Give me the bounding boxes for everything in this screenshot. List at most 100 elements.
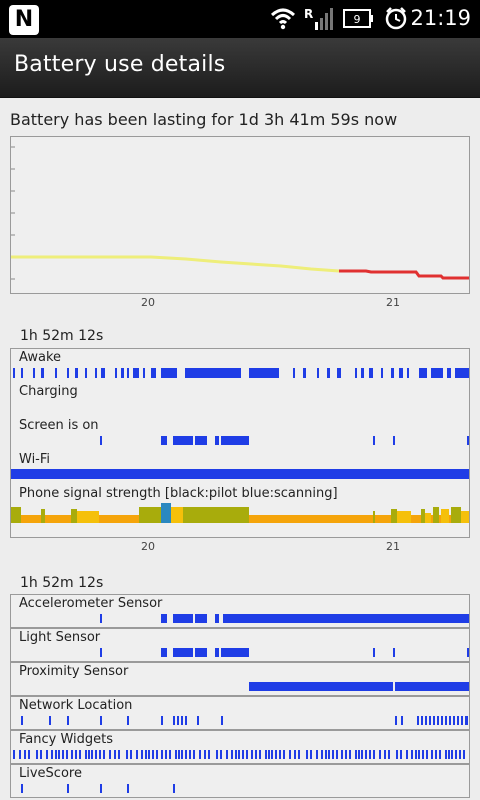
fancy-widgets-tick [242,750,244,759]
history-tick-20: 20 [141,540,155,553]
sensor-label: Network Location [19,698,133,713]
sensor-row-network-location[interactable]: Network Location [10,696,470,730]
notification-icon[interactable]: N [9,5,39,35]
fancy-widgets-tick [279,750,281,759]
sensor-label: Accelerometer Sensor [19,596,163,611]
fancy-widgets-tick [118,750,120,759]
livescore-bar [21,784,175,793]
fancy-widgets-tick [238,750,240,759]
fancy-widgets-tick [358,750,360,759]
fancy-widgets-tick [445,750,447,759]
fancy-widgets-tick [88,750,90,759]
fancy-widgets-tick [189,750,191,759]
battery-level-plot [11,146,469,280]
battery-line-low [339,269,469,280]
fancy-widgets-tick [415,750,417,759]
status-bar: N R 9 21:19 [0,0,480,38]
fancy-widgets-tick [19,750,21,759]
fancy-widgets-tick [204,750,206,759]
fancy-widgets-tick [178,750,180,759]
fancy-widgets-tick [251,750,253,759]
fancy-widgets-tick [51,750,53,759]
battery-level-graph [10,136,470,294]
fancy-widgets-tick [265,750,267,759]
fancy-widgets-tick [422,750,424,759]
battery-tick-21: 21 [386,296,400,309]
fancy-widgets-tick [40,750,42,759]
fancy-widgets-tick [28,750,30,759]
sensor-row-light[interactable]: Light Sensor [10,628,470,662]
fancy-widgets-tick [448,750,450,759]
fancy-widgets-tick [185,750,187,759]
fancy-widgets-tick [255,750,257,759]
sensor-row-fancy-widgets[interactable]: Fancy Widgets [10,730,470,764]
fancy-widgets-tick [411,750,413,759]
fancy-widgets-tick [71,750,73,759]
sensor-label: Fancy Widgets [19,732,114,747]
accelerometer-bar [100,614,469,623]
fancy-widgets-tick [99,750,101,759]
fancy-widgets-tick [455,750,457,759]
row-label-awake: Awake [19,350,62,365]
fancy-widgets-bar [13,750,465,759]
fancy-widgets-tick [141,750,143,759]
fancy-widgets-tick [145,750,147,759]
fancy-widgets-tick [316,750,318,759]
fancy-widgets-tick [294,750,296,759]
fancy-widgets-tick [130,750,132,759]
fancy-widgets-tick [268,750,270,759]
fancy-widgets-tick [355,750,357,759]
fancy-widgets-tick [58,750,60,759]
fancy-widgets-tick [321,750,323,759]
fancy-widgets-tick [459,750,461,759]
fancy-widgets-tick [246,750,248,759]
fancy-widgets-tick [400,750,402,759]
screen-on-bar [100,436,469,445]
battery-line-normal [11,255,340,273]
fancy-widgets-tick [193,750,195,759]
alarm-icon [385,7,407,30]
sensors-duration: 1h 52m 12s [20,575,104,591]
fancy-widgets-tick [396,750,398,759]
fancy-widgets-tick [235,750,237,759]
fancy-widgets-tick [216,750,218,759]
signal-icon: R [304,7,333,30]
awake-bar [13,368,469,378]
fancy-widgets-tick [298,750,300,759]
fancy-widgets-tick [208,750,210,759]
fancy-widgets-tick [161,750,163,759]
history-bars [11,368,469,523]
fancy-widgets-tick [62,750,64,759]
row-label-phone-signal: Phone signal strength [black:pilot blue:… [19,486,338,501]
fancy-widgets-tick [306,750,308,759]
fancy-widgets-tick [349,750,351,759]
sensor-row-livescore[interactable]: LiveScore [10,764,470,798]
fancy-widgets-tick [79,750,81,759]
fancy-widgets-tick [328,750,330,759]
svg-text:9: 9 [354,13,361,26]
fancy-widgets-tick [345,750,347,759]
fancy-widgets-tick [148,750,150,759]
fancy-widgets-tick [463,750,465,759]
light-sensor-bar [100,648,469,657]
fancy-widgets-tick [165,750,167,759]
page-title: Battery use details [14,52,226,77]
sensor-row-accelerometer[interactable]: Accelerometer Sensor [10,594,470,628]
fancy-widgets-tick [271,750,273,759]
fancy-widgets-tick [199,750,201,759]
row-label-screen-on: Screen is on [19,418,99,433]
sensor-row-proximity[interactable]: Proximity Sensor [10,662,470,696]
fancy-widgets-tick [369,750,371,759]
fancy-widgets-tick [109,750,111,759]
clock: 21:19 [410,6,471,30]
phone-signal-bar [11,503,469,523]
battery-icon: 9 [343,9,373,28]
wifi-bar [11,469,469,479]
fancy-widgets-tick [384,750,386,759]
fancy-widgets-tick [24,750,26,759]
fancy-widgets-tick [365,750,367,759]
history-tick-21: 21 [386,540,400,553]
fancy-widgets-tick [439,750,441,759]
fancy-widgets-tick [451,750,453,759]
fancy-widgets-tick [431,750,433,759]
